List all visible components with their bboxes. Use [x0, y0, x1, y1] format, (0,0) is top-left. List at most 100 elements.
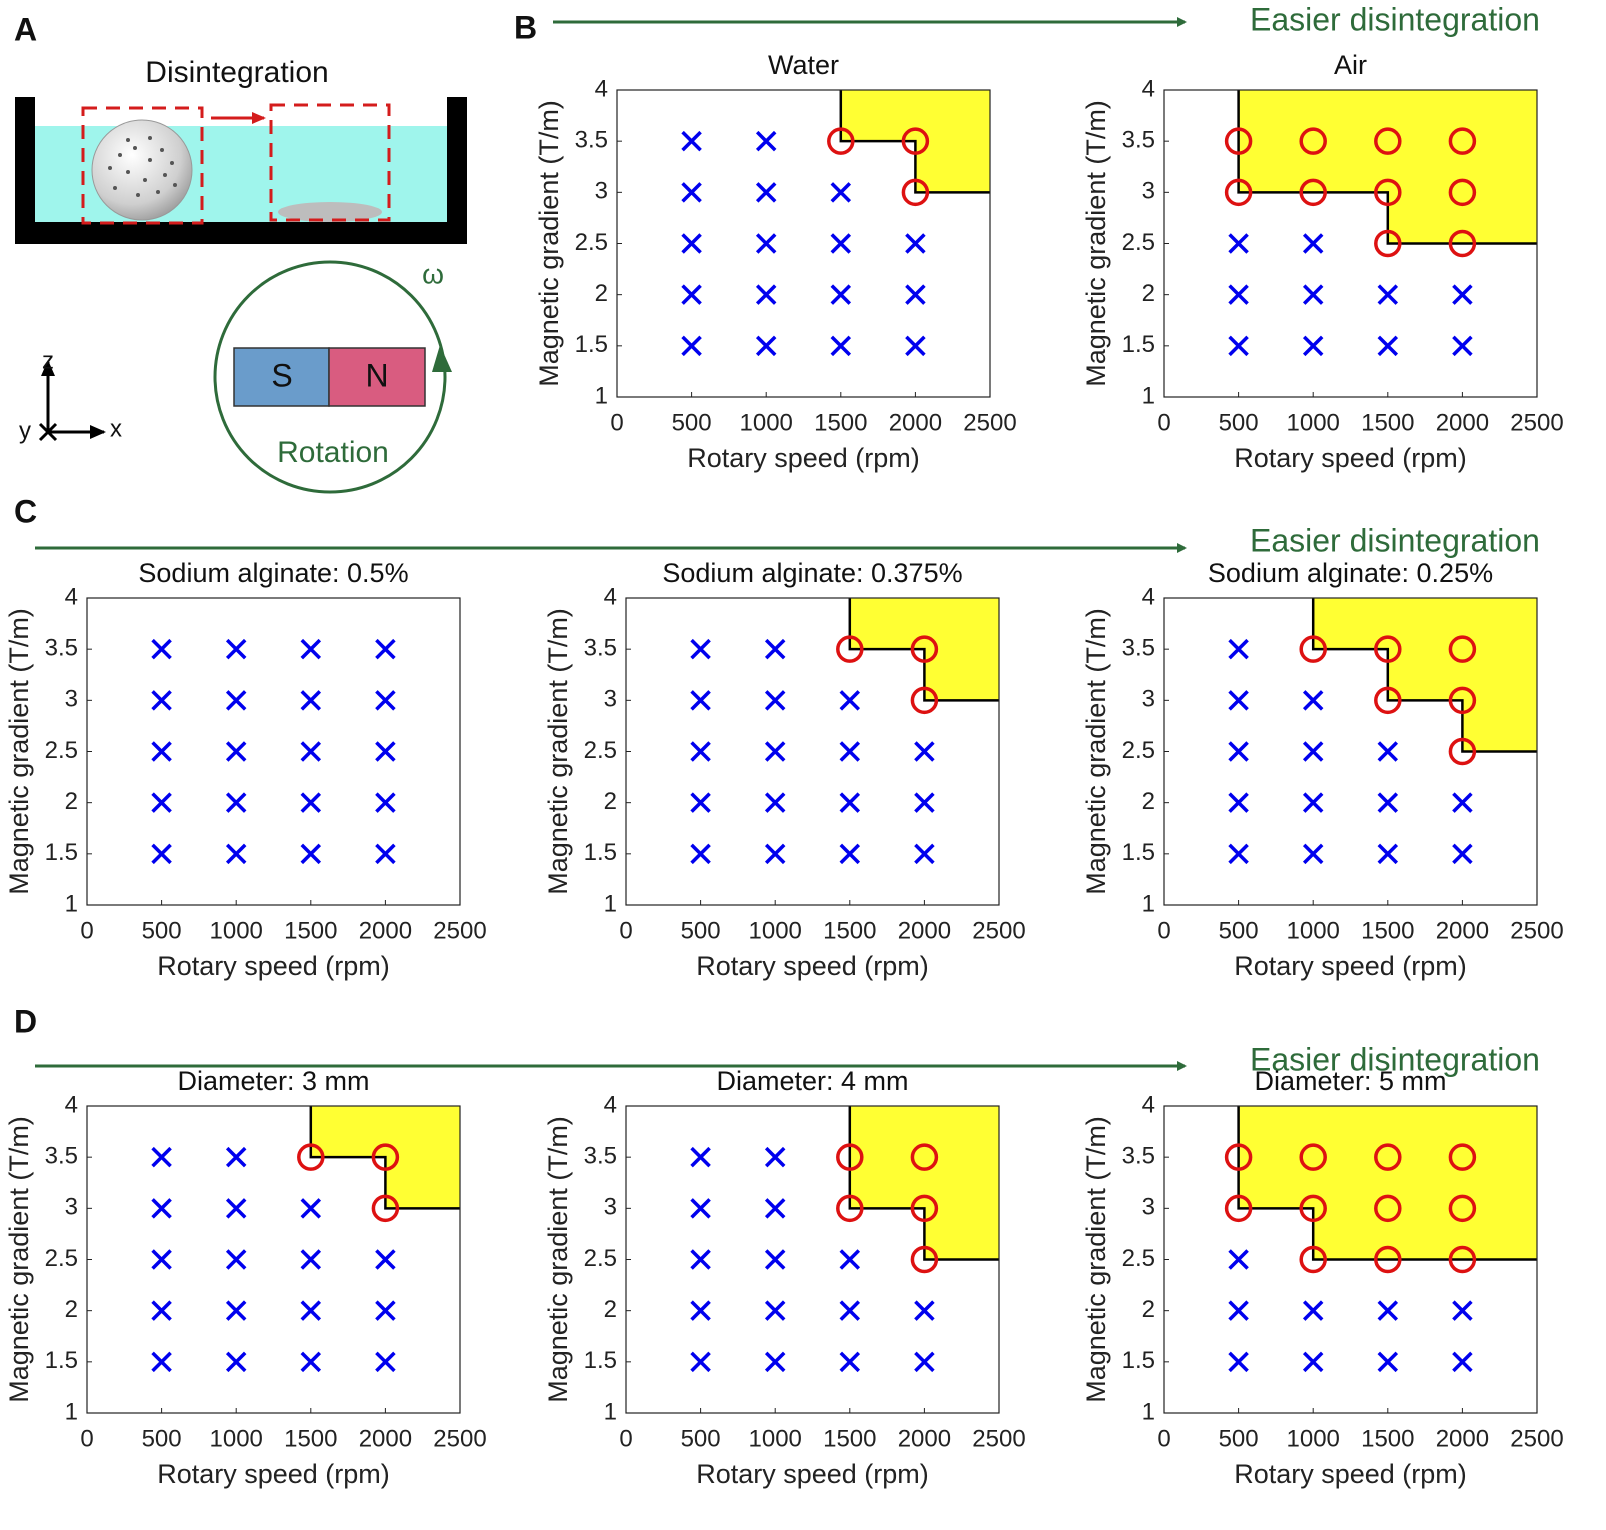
y-axis-label: Magnetic gradient (T/m): [4, 1116, 34, 1403]
circle-marker: [910, 1245, 939, 1274]
region: [849, 1106, 999, 1260]
circle-marker: [836, 1143, 864, 1171]
cross-marker: [830, 335, 852, 357]
y-tick-label: 2: [1142, 1296, 1155, 1323]
omega: ω: [422, 258, 444, 289]
circle-marker: [1299, 1245, 1327, 1274]
cross-marker: [690, 843, 711, 865]
cross-marker: [1377, 284, 1399, 305]
y-tick-label: 2: [604, 1296, 617, 1323]
circle-marker: [910, 635, 939, 663]
y-tick-label: 4: [1142, 1091, 1155, 1118]
y-tick-label: 3: [604, 1194, 617, 1221]
circle-marker: [910, 686, 939, 715]
x-tick-label: 1500: [1361, 409, 1414, 436]
region: [1313, 598, 1537, 752]
cross-marker: [151, 741, 172, 762]
x-tick-label: 2000: [1436, 1425, 1489, 1452]
cross-marker: [905, 233, 926, 254]
x-tick-label: 1000: [749, 917, 802, 944]
x-tick-label: 1500: [284, 917, 337, 944]
y-tick-label: 4: [604, 583, 617, 610]
boundary-line: [848, 598, 999, 702]
y-tick-label: 2: [604, 788, 617, 815]
tank: [15, 97, 467, 244]
circle-marker: [1448, 737, 1477, 766]
cross-marker: [681, 335, 702, 357]
plot-area: [87, 598, 460, 905]
x-tick-label: 500: [1219, 1425, 1259, 1452]
cross-marker: [1302, 741, 1324, 762]
cross-marker: [151, 1146, 172, 1168]
circle-marker: [1374, 1245, 1402, 1274]
annotation: Easier disintegration: [1250, 522, 1540, 558]
x-tick-label: 500: [1219, 917, 1259, 944]
cross-marker: [375, 843, 396, 865]
cross-marker: [764, 1146, 786, 1168]
y-tick-label: 1: [65, 1398, 78, 1425]
x-tick-label: 1000: [1287, 1425, 1340, 1452]
cross-marker: [151, 1198, 172, 1219]
cross-marker: [839, 741, 861, 762]
y-tick-label: 4: [604, 1091, 617, 1118]
cross-marker: [755, 233, 777, 254]
x-tick-label: 500: [142, 1425, 182, 1452]
y-tick-label: 3.5: [1122, 127, 1155, 154]
cross-marker: [690, 638, 711, 660]
cross-marker: [690, 1351, 711, 1373]
boundary-line: [1237, 90, 1537, 245]
y-tick-label: 4: [1142, 583, 1155, 610]
x-tick-label: 500: [672, 409, 712, 436]
panel-label: D: [14, 1003, 37, 1039]
cross-marker: [375, 741, 396, 762]
y-tick-label: 1.5: [1122, 839, 1155, 866]
cross-marker: [1452, 335, 1473, 357]
x-tick-label: 2500: [1510, 409, 1563, 436]
x-tick-label: 1500: [1361, 1425, 1414, 1452]
cross-marker: [755, 284, 777, 305]
rotation-circle: [213, 260, 447, 494]
cross-marker: [225, 792, 247, 813]
cross-marker: [764, 1198, 786, 1219]
cross-marker: [1228, 1351, 1249, 1373]
y-tick-label: 3: [65, 1194, 78, 1221]
boundary-line: [848, 1106, 999, 1261]
x-tick-label: 2000: [898, 917, 951, 944]
y-tick-label: 3: [595, 178, 608, 205]
circle-marker: [910, 1143, 939, 1171]
cross-marker: [1302, 690, 1324, 711]
x-tick-label: 2000: [1436, 917, 1489, 944]
y-axis-label: Magnetic gradient (T/m): [534, 100, 564, 387]
cross-marker: [830, 233, 852, 254]
circle-marker: [371, 1194, 400, 1223]
cross-marker: [1228, 284, 1249, 305]
cross-marker: [839, 1300, 861, 1321]
circle-marker: [1448, 686, 1477, 715]
x-tick-label: 2000: [359, 917, 412, 944]
cross-marker: [1228, 690, 1249, 711]
cross-marker: [1452, 284, 1473, 305]
cross-marker: [225, 1351, 247, 1373]
magnet-label: N: [365, 357, 388, 393]
circle-marker: [371, 1143, 400, 1171]
y-tick-label: 3.5: [1122, 635, 1155, 662]
y-tick-label: 4: [595, 75, 608, 102]
cross-marker: [681, 233, 702, 254]
circle-marker: [1448, 1194, 1477, 1223]
annotation: Easier disintegration: [1250, 1041, 1540, 1077]
cross-marker: [1377, 1351, 1399, 1373]
x-tick-label: 1000: [1287, 409, 1340, 436]
cross-marker: [839, 792, 861, 813]
y-tick-label: 1.5: [1122, 331, 1155, 358]
y-axis-label: Magnetic gradient (T/m): [543, 1116, 573, 1403]
x-tick-label: 1500: [823, 917, 876, 944]
cross-marker: [830, 182, 852, 203]
chart-title: Sodium alginate: 0.375%: [662, 558, 962, 588]
chart-title: Diameter: 5 mm: [1254, 1066, 1446, 1096]
circle-marker: [297, 1143, 325, 1171]
x-axis-label: Rotary speed (rpm): [157, 951, 390, 981]
y-tick-label: 3: [1142, 178, 1155, 205]
circle-marker: [1374, 1194, 1402, 1223]
cross-marker: [839, 1351, 861, 1373]
circle-marker: [1448, 178, 1477, 207]
